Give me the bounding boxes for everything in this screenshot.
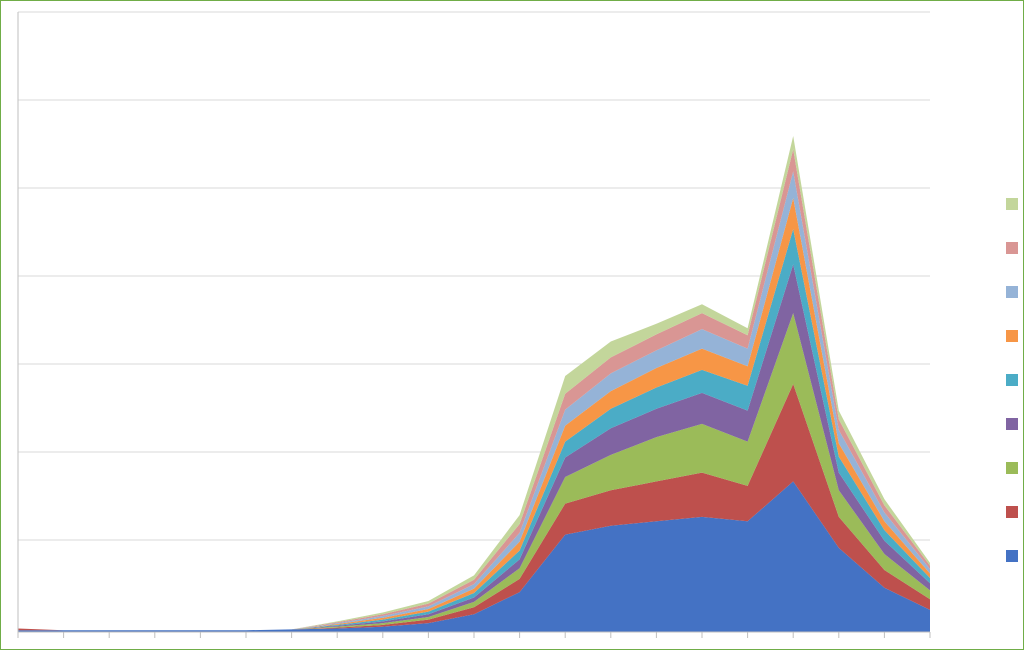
chart-svg — [0, 0, 1024, 650]
stacked-area-chart — [0, 0, 1024, 650]
